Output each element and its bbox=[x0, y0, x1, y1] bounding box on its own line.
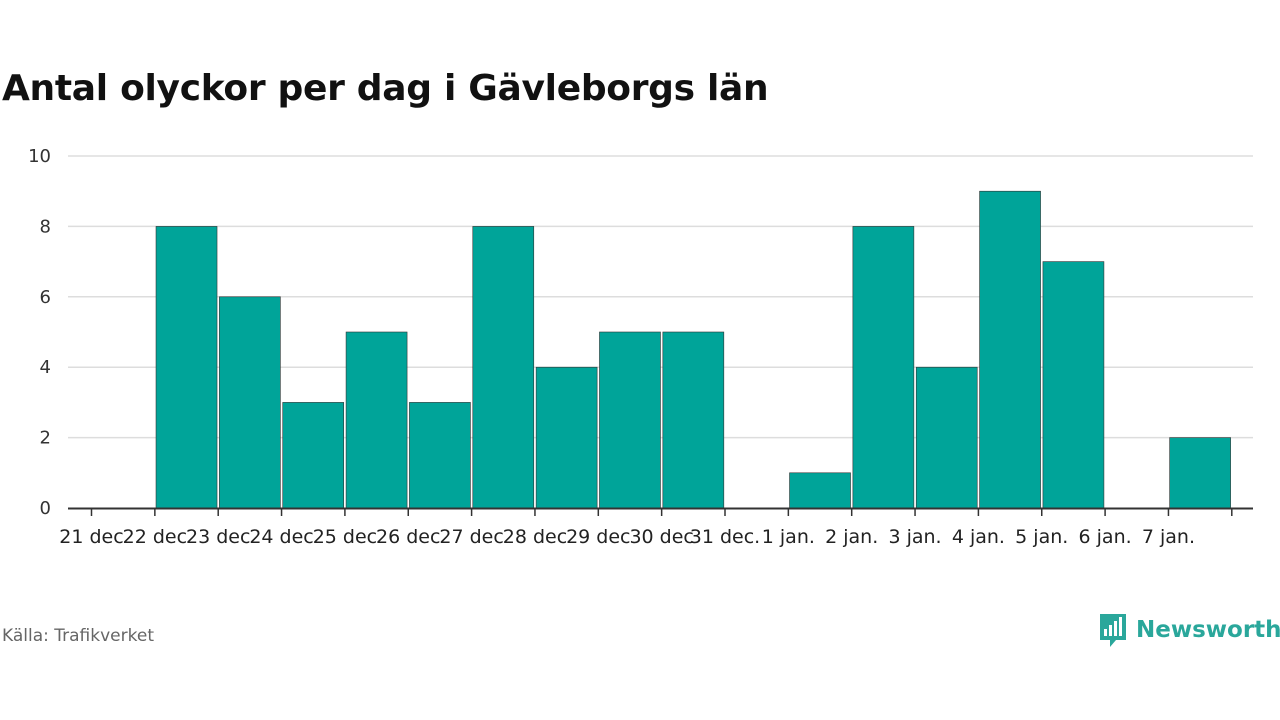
y-tick-label: 10 bbox=[28, 146, 51, 167]
x-tick-label: 22 dec bbox=[123, 526, 187, 548]
x-tick-label: 4 jan. bbox=[952, 526, 1005, 548]
bar bbox=[472, 226, 535, 509]
y-tick-label: 4 bbox=[40, 357, 51, 378]
bar bbox=[852, 226, 915, 509]
bar bbox=[915, 366, 978, 509]
x-tick-label: 26 dec bbox=[376, 526, 440, 548]
bar bbox=[599, 331, 661, 509]
bar bbox=[1042, 261, 1105, 509]
bar bbox=[409, 402, 471, 509]
bars bbox=[155, 190, 1231, 509]
y-tick-label: 8 bbox=[40, 216, 51, 237]
bar bbox=[535, 366, 598, 509]
y-tick-label: 0 bbox=[40, 498, 51, 519]
bar bbox=[789, 472, 851, 509]
x-tick-label: 31 dec. bbox=[690, 526, 760, 548]
bar bbox=[345, 331, 408, 509]
x-tick-label: 24 dec bbox=[249, 526, 313, 548]
x-tick-label: 23 dec bbox=[186, 526, 250, 548]
bar bbox=[219, 296, 281, 509]
x-tick-label: 7 jan. bbox=[1142, 526, 1195, 548]
y-tick-label: 2 bbox=[40, 428, 51, 449]
bar bbox=[662, 331, 725, 509]
brand-logo: Newsworthy bbox=[1098, 612, 1280, 648]
source-note: Källa: Trafikverket bbox=[2, 626, 154, 646]
x-tick-label: 27 dec bbox=[439, 526, 503, 548]
x-tick-label: 1 jan. bbox=[762, 526, 815, 548]
bar bbox=[155, 226, 218, 509]
bar bbox=[1169, 437, 1231, 509]
brand-name: Newsworthy bbox=[1136, 617, 1280, 643]
x-tick-label: 30 dec bbox=[629, 526, 693, 548]
x-tick-label: 5 jan. bbox=[1015, 526, 1068, 548]
x-tick-label: 3 jan. bbox=[888, 526, 941, 548]
chart-title: Antal olyckor per dag i Gävleborgs län bbox=[2, 68, 769, 109]
x-tick-label: 29 dec bbox=[566, 526, 630, 548]
bar bbox=[979, 190, 1041, 509]
x-tick-label: 28 dec bbox=[503, 526, 567, 548]
x-axis bbox=[68, 507, 1253, 516]
x-tick-label: 21 dec bbox=[59, 526, 123, 548]
y-tick-label: 6 bbox=[40, 287, 51, 308]
newsworthy-logo-icon bbox=[1100, 614, 1126, 647]
bar bbox=[282, 402, 345, 509]
x-tick-label: 2 jan. bbox=[825, 526, 878, 548]
x-tick-label: 6 jan. bbox=[1079, 526, 1132, 548]
x-tick-label: 25 dec bbox=[313, 526, 377, 548]
